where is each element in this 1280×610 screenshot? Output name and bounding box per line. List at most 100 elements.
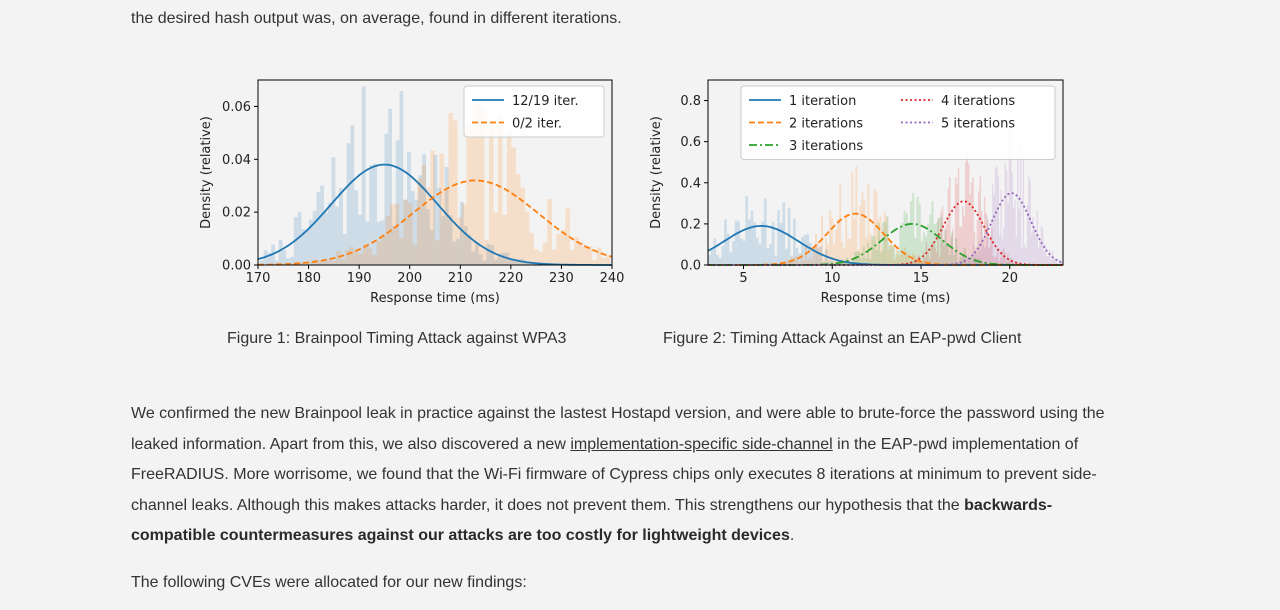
- histogram-bar: [976, 252, 979, 265]
- histogram-bar: [779, 222, 783, 265]
- histogram-bar: [718, 257, 722, 265]
- histogram-bar: [342, 234, 347, 265]
- histogram-bar: [1040, 225, 1043, 265]
- y-tick-label: 0.00: [222, 259, 251, 274]
- histogram-bar: [497, 114, 503, 265]
- histogram-bar: [975, 253, 977, 265]
- histogram-bar: [979, 176, 982, 265]
- histogram-bar: [444, 166, 449, 265]
- histogram-bar: [520, 187, 525, 265]
- histogram-bar: [470, 127, 476, 265]
- legend-label: 3 iterations: [789, 139, 863, 154]
- histogram-bar: [394, 203, 400, 265]
- histogram-bar: [316, 192, 321, 265]
- histogram-bar: [376, 241, 382, 265]
- histogram-bar: [501, 252, 506, 265]
- x-tick-label: 210: [448, 271, 473, 286]
- histogram-bar: [331, 157, 336, 265]
- histogram-bar: [484, 240, 489, 265]
- histogram-bar: [350, 125, 355, 265]
- histogram-bar: [1055, 259, 1058, 265]
- histogram-bar: [324, 212, 328, 265]
- histogram-bar: [512, 260, 517, 265]
- histogram-bar: [1046, 256, 1048, 265]
- histogram-bar: [974, 251, 976, 265]
- histogram-bar: [1025, 248, 1027, 265]
- histogram-bar: [787, 208, 791, 265]
- side-channel-link[interactable]: implementation-specific side-channel: [570, 435, 833, 453]
- histogram-bar: [989, 246, 991, 265]
- histogram-bar: [778, 262, 781, 265]
- histogram-bar: [905, 251, 908, 265]
- y-axis-label: Density (relative): [649, 116, 664, 229]
- histogram-bar: [758, 243, 762, 265]
- histogram-bar: [372, 255, 377, 265]
- legend-box: [463, 85, 605, 138]
- histogram-bar: [1037, 247, 1040, 265]
- histogram-bar: [708, 255, 711, 265]
- histogram-bar: [345, 249, 350, 265]
- x-tick-label: 190: [347, 271, 372, 286]
- histogram-bar: [524, 261, 528, 265]
- y-tick-label: 0.8: [680, 94, 701, 109]
- histogram-bar: [335, 206, 340, 265]
- histogram-bar: [1014, 200, 1016, 265]
- histogram-bar: [1010, 153, 1012, 265]
- histogram-bar: [806, 260, 809, 265]
- histogram-bar: [1011, 172, 1013, 265]
- histogram-bar: [1017, 152, 1019, 265]
- x-axis-label: Response time (ms): [370, 291, 500, 306]
- histogram-bar: [437, 187, 442, 265]
- histogram-bar: [358, 253, 364, 265]
- histogram-bar: [994, 257, 996, 265]
- histogram-bar: [801, 237, 804, 265]
- x-tick-label: 10: [824, 271, 841, 286]
- histogram-bar: [710, 248, 714, 265]
- body-text-2: in the EAP-pwd implementation of FreeRAD…: [131, 435, 1097, 514]
- histogram-bar: [832, 262, 836, 265]
- histogram-bar: [973, 231, 976, 265]
- histogram-bar: [737, 221, 741, 265]
- histogram-bar: [988, 248, 990, 265]
- histogram-bar: [1032, 217, 1034, 265]
- histogram-bar: [992, 255, 995, 265]
- histogram-bar: [855, 166, 858, 265]
- histogram-bar: [349, 247, 355, 265]
- histogram-bar: [403, 199, 409, 265]
- histogram-bar: [814, 244, 817, 265]
- histogram-bar: [533, 249, 539, 265]
- histogram-bar: [827, 244, 830, 265]
- histogram-bar: [873, 189, 876, 265]
- histogram-bar: [390, 203, 395, 265]
- histogram-bar: [761, 221, 764, 265]
- histogram-bar: [838, 263, 841, 265]
- histogram-bar: [1008, 259, 1011, 265]
- histogram-bar: [983, 196, 986, 265]
- histogram-bar: [845, 214, 848, 265]
- histogram-bar: [318, 260, 323, 265]
- histogram-bar: [882, 222, 885, 265]
- histogram-bar: [753, 222, 756, 265]
- histogram-bar: [461, 204, 467, 265]
- histogram-bar: [290, 256, 294, 265]
- histogram-bar: [980, 223, 983, 265]
- histogram-bar: [982, 244, 984, 265]
- histogram-bar: [745, 195, 748, 265]
- histogram-bar: [771, 221, 775, 265]
- histogram-bar: [763, 198, 767, 265]
- histogram-bar: [858, 251, 861, 265]
- histogram-bar: [384, 133, 389, 265]
- histogram-bar: [952, 255, 956, 265]
- histogram-bar: [808, 257, 811, 265]
- histogram-bar: [959, 257, 962, 265]
- histogram-bar: [1021, 247, 1023, 265]
- histogram-bar: [994, 168, 997, 265]
- histogram-bar: [891, 244, 894, 265]
- histogram-bar: [914, 260, 916, 265]
- histogram-bar: [282, 250, 287, 265]
- legend-box: [740, 85, 1056, 160]
- histogram-bar: [922, 232, 925, 265]
- histogram-bar: [871, 235, 874, 265]
- histogram-bar: [267, 252, 272, 265]
- histogram-bar: [1003, 227, 1005, 265]
